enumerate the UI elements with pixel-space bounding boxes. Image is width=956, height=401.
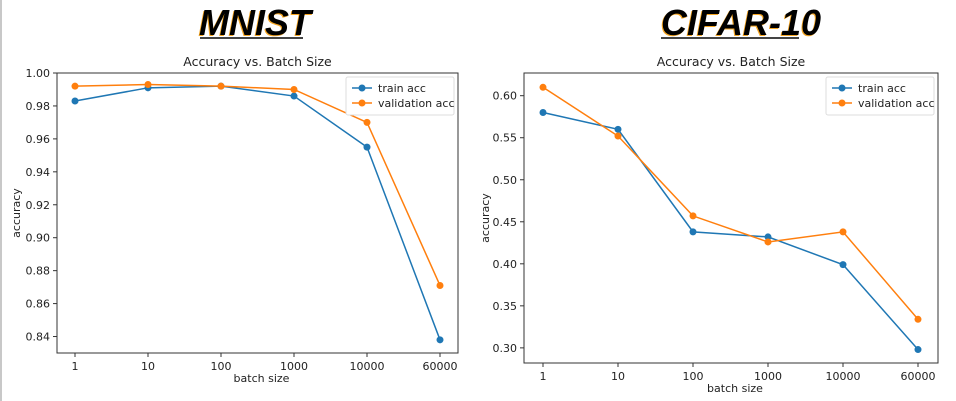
- mnist-heading-underline: [200, 37, 303, 39]
- cifar-data-point-train: [614, 125, 622, 133]
- mnist-data-point-train: [290, 92, 298, 100]
- cifar-chart-title: Accuracy vs. Batch Size: [657, 54, 806, 69]
- mnist-ytick-label: 0.88: [26, 265, 51, 278]
- mnist-data-point-validation: [144, 81, 152, 89]
- cifar-data-point-validation: [614, 132, 622, 140]
- cifar-xtick-label: 100: [683, 370, 704, 383]
- cifar-series-line-validation: [542, 86, 919, 320]
- mnist-xtick-label: 1000: [280, 360, 308, 373]
- mnist-data-point-validation: [217, 82, 225, 90]
- mnist-data-point-train: [71, 97, 79, 105]
- mnist-ytick-label: 0.98: [26, 100, 51, 113]
- cifar-xtick-label: 10: [611, 370, 625, 383]
- mnist-series-line-validation: [74, 83, 441, 286]
- mnist-data-point-validation: [71, 82, 79, 90]
- mnist-xtick-label: 1: [72, 360, 79, 373]
- mnist-ytick-label: 0.92: [26, 199, 51, 212]
- cifar-xtick-label: 10000: [826, 370, 861, 383]
- cifar-data-point-validation: [764, 238, 772, 246]
- cifar-data-point-train: [539, 109, 547, 117]
- cifar-data-point-train: [839, 261, 847, 269]
- cifar-xaxis-label: batch size: [707, 382, 763, 395]
- mnist-data-point-validation: [363, 118, 371, 126]
- cifar-legend-box: [825, 76, 935, 116]
- mnist-ytick-label: 1.00: [26, 67, 51, 80]
- mnist-legend-label: train acc: [378, 82, 426, 95]
- mnist-xaxis-label: batch size: [234, 372, 290, 385]
- cifar-ytick-label: 0.50: [493, 174, 518, 187]
- cifar-legend-label: validation acc: [858, 97, 935, 110]
- cifar-xtick-label: 1: [540, 370, 547, 383]
- mnist-legend-box: [345, 76, 455, 116]
- mnist-data-point-validation: [290, 85, 298, 93]
- mnist-data-point-validation: [436, 281, 444, 289]
- cifar-data-point-validation: [914, 315, 922, 323]
- cifar-data-point-train: [764, 233, 772, 241]
- mnist-xtick-label: 60000: [423, 360, 458, 373]
- mnist-heading: MNIST: [199, 2, 311, 43]
- cifar-xtick-label: 1000: [754, 370, 782, 383]
- cifar-heading: CIFAR-10: [661, 2, 822, 43]
- cifar-ytick-label: 0.45: [493, 216, 518, 229]
- mnist-ytick-label: 0.94: [26, 166, 51, 179]
- mnist-data-point-train: [363, 143, 371, 151]
- mnist-ytick-label: 0.90: [26, 232, 51, 245]
- cifar-data-point-validation: [839, 228, 847, 236]
- cifar-xtick-label: 60000: [901, 370, 936, 383]
- mnist-yaxis-label: accuracy: [10, 188, 23, 238]
- cifar-series-line-train: [542, 111, 919, 351]
- cifar-legend-swatch-marker: [838, 84, 846, 92]
- cifar-ytick-label: 0.60: [493, 90, 518, 103]
- cifar-data-point-train: [689, 228, 697, 236]
- mnist-series-line-train: [74, 85, 441, 341]
- cifar-legend-label: train acc: [858, 82, 906, 95]
- cifar-yaxis-label: accuracy: [479, 193, 492, 243]
- mnist-ytick-label: 0.84: [26, 331, 51, 344]
- cifar-ytick-label: 0.40: [493, 258, 518, 271]
- mnist-xtick-label: 100: [211, 360, 232, 373]
- mnist-ytick-label: 0.86: [26, 298, 51, 311]
- cifar-ytick-label: 0.55: [493, 132, 518, 145]
- mnist-plot-frame: [56, 72, 459, 354]
- mnist-legend-label: validation acc: [378, 97, 455, 110]
- cifar-data-point-validation: [539, 83, 547, 91]
- cifar-ytick-label: 0.30: [493, 342, 518, 355]
- mnist-chart-title: Accuracy vs. Batch Size: [183, 54, 332, 69]
- page-left-border: [0, 0, 2, 401]
- mnist-data-point-train: [436, 336, 444, 344]
- mnist-xtick-label: 10000: [350, 360, 385, 373]
- cifar-data-point-validation: [689, 212, 697, 220]
- cifar-legend-swatch-marker: [838, 99, 846, 107]
- mnist-legend-swatch-marker: [358, 84, 366, 92]
- mnist-ytick-label: 0.96: [26, 133, 51, 146]
- mnist-legend-swatch-marker: [358, 99, 366, 107]
- cifar-ytick-label: 0.35: [493, 300, 518, 313]
- cifar-heading-underline: [661, 37, 799, 39]
- cifar-plot-frame: [523, 72, 939, 364]
- cifar-data-point-train: [914, 346, 922, 354]
- mnist-xtick-label: 10: [141, 360, 155, 373]
